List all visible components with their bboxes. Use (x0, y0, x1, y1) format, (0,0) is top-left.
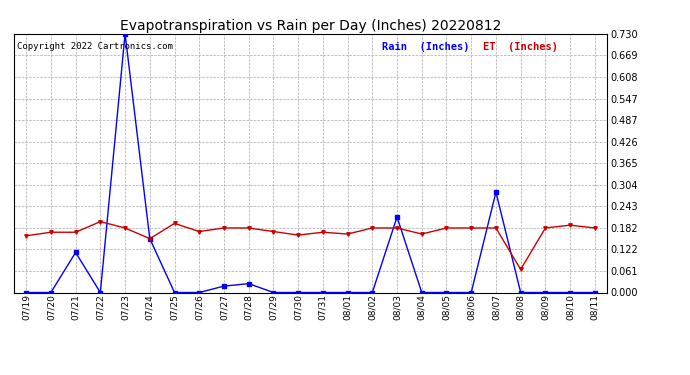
Text: Rain  (Inches): Rain (Inches) (382, 42, 469, 51)
Text: Copyright 2022 Cartronics.com: Copyright 2022 Cartronics.com (17, 42, 172, 51)
Title: Evapotranspiration vs Rain per Day (Inches) 20220812: Evapotranspiration vs Rain per Day (Inch… (120, 19, 501, 33)
Text: ET  (Inches): ET (Inches) (482, 42, 558, 51)
